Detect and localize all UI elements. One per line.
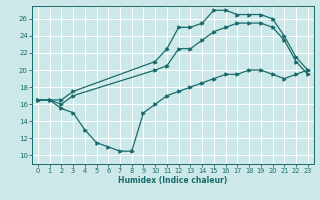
- X-axis label: Humidex (Indice chaleur): Humidex (Indice chaleur): [118, 176, 228, 185]
